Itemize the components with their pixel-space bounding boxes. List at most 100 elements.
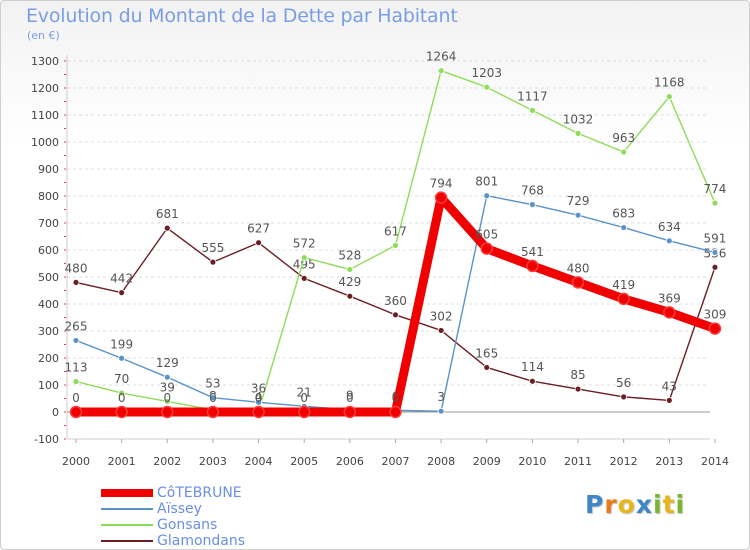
data-label: 429 [338, 275, 361, 289]
data-point [434, 191, 448, 204]
x-tick-label: 2012 [610, 455, 638, 468]
data-point [483, 192, 491, 200]
data-point [118, 289, 126, 297]
data-label: 1168 [654, 76, 685, 90]
data-label: 0 [118, 391, 126, 405]
x-tick-label: 2005 [290, 455, 318, 468]
data-label: 768 [521, 184, 544, 198]
data-point [665, 93, 673, 101]
data-label: 480 [567, 261, 590, 275]
data-label: 627 [247, 222, 270, 236]
data-label: 265 [65, 319, 88, 333]
data-label: 1264 [426, 50, 457, 64]
data-point [617, 292, 630, 306]
data-point [346, 292, 354, 300]
data-label: 528 [338, 248, 361, 262]
data-point [72, 378, 80, 385]
data-point [209, 394, 217, 402]
data-label: 0 [346, 391, 354, 405]
data-point [711, 199, 719, 207]
data-point [209, 258, 217, 266]
legend-swatch-gonsans [101, 524, 153, 526]
data-point [118, 389, 126, 397]
y-tick-label: 200 [38, 352, 59, 365]
data-label: 113 [65, 360, 88, 374]
data-label: 963 [612, 131, 635, 145]
data-label: 419 [612, 278, 635, 292]
data-label: 21 [297, 385, 312, 399]
data-point [163, 373, 171, 381]
data-point [620, 393, 628, 401]
legend-label-gonsans: Gonsans [157, 517, 218, 533]
data-label: 617 [384, 224, 407, 238]
data-point [620, 224, 628, 231]
y-tick-label: 500 [38, 271, 59, 284]
logo-letter: t [662, 490, 676, 519]
data-point [163, 398, 171, 405]
legend-swatch-glamondans [101, 540, 153, 542]
y-tick-label: -100 [34, 433, 59, 446]
data-label: 0 [209, 391, 217, 405]
x-tick-label: 2003 [199, 455, 227, 468]
data-point [529, 377, 536, 385]
logo-letter: i [675, 490, 686, 519]
logo-letter: o [617, 490, 636, 519]
data-point [437, 327, 445, 334]
logo-letter: P [585, 490, 605, 519]
data-point [708, 322, 722, 335]
y-tick-label: 400 [38, 298, 59, 311]
data-label: 634 [658, 220, 681, 234]
data-point [252, 405, 265, 419]
data-label: 1117 [517, 89, 548, 103]
data-label: 681 [156, 207, 179, 221]
y-tick-label: 1100 [31, 109, 59, 122]
data-point [392, 242, 399, 249]
data-point [663, 306, 676, 319]
data-point [115, 405, 128, 419]
data-point [161, 405, 174, 419]
data-point [483, 83, 491, 91]
data-label: 165 [475, 346, 498, 360]
data-label: 199 [110, 337, 133, 351]
y-tick-label: 0 [52, 406, 59, 419]
legend-swatch-aissey [101, 508, 153, 510]
x-tick-label: 2004 [245, 455, 273, 468]
x-tick-label: 2007 [381, 455, 409, 468]
logo-letter: i [653, 490, 663, 519]
proxiti-logo: Proxiti [585, 490, 685, 519]
x-tick-label: 2014 [701, 455, 729, 468]
data-point [343, 405, 357, 419]
y-tick-label: 1000 [31, 136, 59, 149]
y-tick-label: 300 [38, 325, 59, 338]
data-point [620, 148, 628, 156]
data-point [72, 278, 80, 286]
data-point [437, 67, 445, 75]
data-label: 442 [110, 272, 133, 286]
legend-label-aissey: Aïssey [157, 501, 202, 517]
data-label: 541 [521, 245, 544, 259]
data-label: 729 [567, 194, 590, 208]
data-label: 1032 [563, 112, 594, 126]
data-point [163, 224, 171, 232]
data-label: 0 [255, 391, 263, 405]
data-label: 591 [704, 231, 727, 245]
data-label: 369 [658, 291, 681, 305]
data-label: 605 [475, 228, 498, 242]
x-tick-label: 2009 [473, 455, 501, 468]
data-label: 85 [570, 368, 585, 382]
data-point [711, 263, 719, 271]
data-point [574, 211, 582, 219]
data-point [480, 242, 494, 255]
y-tick-label: 700 [38, 217, 59, 230]
chart-title: Evolution du Montant de la Dette par Hab… [26, 5, 458, 27]
x-tick-label: 2013 [655, 455, 683, 468]
data-point [574, 385, 582, 393]
data-label: 1203 [471, 66, 502, 80]
data-label: 801 [475, 175, 498, 189]
data-point [346, 266, 354, 273]
data-point [72, 337, 80, 344]
data-point [483, 364, 491, 371]
data-label: 53 [205, 377, 220, 391]
